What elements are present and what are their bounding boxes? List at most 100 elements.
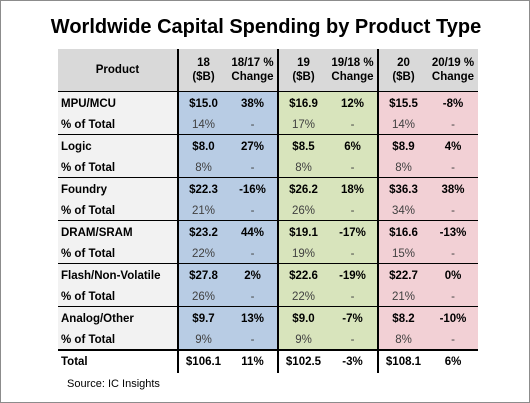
cell-change-19: 12%: [328, 91, 378, 115]
chart-title: Worldwide Capital Spending by Product Ty…: [50, 16, 482, 38]
row-label: Analog/Other: [58, 306, 178, 330]
header-year-19: 19 ($B): [277, 49, 328, 92]
cell-value-20: $8.9: [377, 134, 428, 158]
cell-change-18: -: [228, 287, 278, 307]
cell-change-18: 2%: [228, 263, 278, 287]
cell-change-19: 6%: [328, 134, 378, 158]
cell-value-19: 8%: [277, 158, 328, 178]
cell-value-18: $27.8: [177, 263, 228, 287]
product-row: Flash/Non-Volatile $27.8 2% $22.6 -19% $22.7 0…: [58, 263, 478, 287]
header-row: Product 18 ($B) 18/17 % Change 19 ($B) 19/1…: [58, 49, 478, 92]
cell-change-19: -: [328, 201, 378, 221]
cell-change-20: 38%: [428, 177, 478, 201]
cell-value-19: $26.2: [277, 177, 328, 201]
cell-change-19: -19%: [328, 263, 378, 287]
cell-value-18: $15.0: [177, 91, 228, 115]
cell-change-18: 27%: [228, 134, 278, 158]
header-change-20: 20/19 % Change: [428, 49, 478, 92]
percent-row: % of Total 26% -22% -21% -: [58, 287, 478, 307]
cell-change-20: -8%: [428, 91, 478, 115]
header-change-19: 19/18 % Change: [328, 49, 378, 92]
cell-value-18: 9%: [177, 330, 228, 350]
cell-change-19: -3%: [328, 349, 378, 373]
cell-value-20: 14%: [377, 115, 428, 135]
row-label: % of Total: [58, 115, 178, 135]
row-label: % of Total: [58, 330, 178, 350]
cell-change-20: -10%: [428, 306, 478, 330]
cell-value-18: $8.0: [177, 134, 228, 158]
header-year-20: 20 ($B): [377, 49, 428, 92]
cell-change-20: -: [428, 287, 478, 307]
cell-value-19: 17%: [277, 115, 328, 135]
product-row: Foundry $22.3 -16% $26.2 18% $36.3 38%: [58, 177, 478, 201]
cell-change-18: -: [228, 330, 278, 350]
cell-change-19: -17%: [328, 220, 378, 244]
cell-value-18: $106.1: [177, 349, 228, 373]
cell-value-19: 22%: [277, 287, 328, 307]
cell-value-18: 21%: [177, 201, 228, 221]
row-label: % of Total: [58, 201, 178, 221]
cell-change-18: 44%: [228, 220, 278, 244]
cell-change-18: 11%: [228, 349, 278, 373]
cell-value-20: 15%: [377, 244, 428, 264]
cell-change-20: 6%: [428, 349, 478, 373]
cell-value-19: $9.0: [277, 306, 328, 330]
percent-row: % of Total 21% -26% -34% -: [58, 201, 478, 221]
product-row: MPU/MCU $15.0 38% $16.9 12% $15.5 -8%: [58, 91, 478, 115]
row-label: Logic: [58, 134, 178, 158]
cell-value-20: $16.6: [377, 220, 428, 244]
capex-table: Product 18 ($B) 18/17 % Change 19 ($B) 19/1…: [58, 49, 478, 373]
cell-change-18: -: [228, 115, 278, 135]
cell-value-19: $16.9: [277, 91, 328, 115]
cell-change-20: -13%: [428, 220, 478, 244]
percent-row: % of Total 9% -9% -8% -: [58, 330, 478, 350]
cell-change-19: -: [328, 115, 378, 135]
header-year-18: 18 ($B): [177, 49, 228, 92]
cell-value-20: 8%: [377, 330, 428, 350]
product-row: Analog/Other $9.7 13% $9.0 -7% $8.2 -10%: [58, 306, 478, 330]
cell-value-20: 8%: [377, 158, 428, 178]
cell-change-20: -: [428, 158, 478, 178]
cell-value-19: $19.1: [277, 220, 328, 244]
cell-value-18: $22.3: [177, 177, 228, 201]
cell-change-18: -: [228, 244, 278, 264]
row-label: % of Total: [58, 244, 178, 264]
cell-value-20: $15.5: [377, 91, 428, 115]
product-row: DRAM/SRAM $23.2 44% $19.1 -17% $16.6 -13%: [58, 220, 478, 244]
cell-change-18: 13%: [228, 306, 278, 330]
cell-value-19: 19%: [277, 244, 328, 264]
cell-value-20: 34%: [377, 201, 428, 221]
cell-value-20: $22.7: [377, 263, 428, 287]
cell-value-18: 26%: [177, 287, 228, 307]
percent-row: % of Total 14% -17% -14% -: [58, 115, 478, 135]
cell-change-19: 18%: [328, 177, 378, 201]
cell-change-18: -: [228, 201, 278, 221]
cell-value-18: 14%: [177, 115, 228, 135]
cell-change-18: -: [228, 158, 278, 178]
row-label: % of Total: [58, 287, 178, 307]
cell-change-19: -7%: [328, 306, 378, 330]
cell-value-18: $9.7: [177, 306, 228, 330]
row-label: MPU/MCU: [58, 91, 178, 115]
percent-row: % of Total 8% -8% -8% -: [58, 158, 478, 178]
cell-value-19: $102.5: [277, 349, 328, 373]
cell-change-19: -: [328, 330, 378, 350]
cell-value-19: 9%: [277, 330, 328, 350]
cell-value-19: 26%: [277, 201, 328, 221]
row-label: Foundry: [58, 177, 178, 201]
cell-change-20: 0%: [428, 263, 478, 287]
header-product: Product: [58, 49, 178, 92]
cell-change-20: 4%: [428, 134, 478, 158]
header-change-18: 18/17 % Change: [228, 49, 278, 92]
cell-change-18: -16%: [228, 177, 278, 201]
percent-row: % of Total 22% -19% -15% -: [58, 244, 478, 264]
cell-value-19: $8.5: [277, 134, 328, 158]
total-row: Total $106.1 11% $102.5 -3% $108.1 6%: [58, 349, 478, 373]
cell-change-19: -: [328, 287, 378, 307]
row-label: % of Total: [58, 158, 178, 178]
cell-value-18: $23.2: [177, 220, 228, 244]
cell-value-20: $108.1: [377, 349, 428, 373]
cell-value-20: $36.3: [377, 177, 428, 201]
cell-value-20: 21%: [377, 287, 428, 307]
product-row: Logic $8.0 27% $8.5 6% $8.9 4%: [58, 134, 478, 158]
